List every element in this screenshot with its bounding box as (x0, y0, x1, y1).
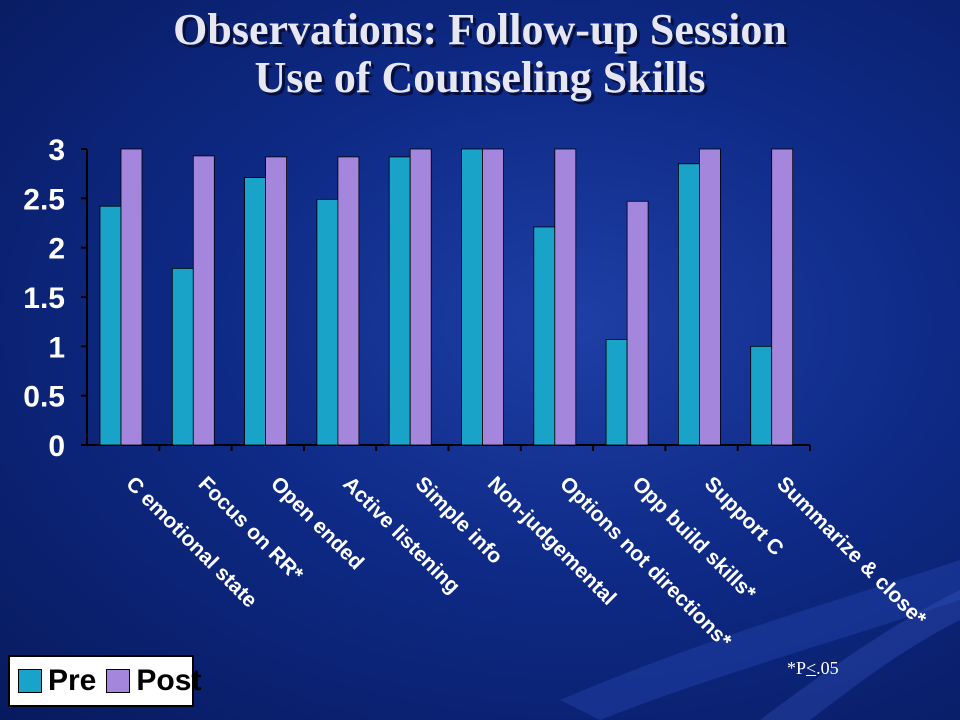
bar-pre (316, 198, 339, 446)
bar-pre (99, 205, 122, 446)
title-line-2: Use of Counseling Skills (254, 53, 706, 102)
x-tick-label: Non-judgemental (483, 472, 621, 610)
bar-post (554, 148, 577, 446)
legend-swatch-post (106, 669, 131, 693)
x-tick-label: Summarize & close* (772, 472, 931, 631)
bar-post (409, 148, 432, 446)
chart-legend: Pre Post (8, 655, 201, 707)
slide-title: Observations: Follow-up Session Use of C… (0, 6, 960, 102)
x-tick-label: Opp build skills* (628, 472, 761, 605)
x-tick-label: C emotional state (121, 472, 261, 612)
y-tick-label: 0 (48, 430, 65, 463)
y-tick-label: 0.5 (23, 381, 65, 414)
significance-footnote: *P<.05 (787, 658, 839, 679)
legend-label-pre: Pre (48, 664, 97, 697)
legend-item-pre: Pre (18, 664, 96, 698)
footnote-value: .05 (816, 658, 839, 678)
legend-swatch-pre (18, 669, 42, 693)
bar-post (699, 148, 721, 446)
y-tick-label: 3 (48, 134, 65, 167)
bar-post (626, 200, 649, 446)
legend-label-post: Post (136, 664, 202, 697)
y-tick-label: 2 (48, 233, 65, 266)
y-tick-label: 1.5 (23, 282, 65, 315)
bar-pre (678, 163, 700, 446)
bar-post (265, 156, 288, 446)
footnote-symbol: < (806, 658, 817, 678)
footnote-prefix: *P (787, 658, 807, 678)
bar-pre (605, 339, 628, 446)
legend-item-post: Post (106, 664, 201, 698)
bar-post (482, 148, 504, 446)
bar-pre (461, 148, 483, 446)
y-tick-label: 2.5 (23, 183, 65, 216)
bar-post (120, 148, 143, 446)
bar-post (192, 155, 215, 446)
y-tick-label: 1 (48, 331, 65, 364)
title-line-1: Observations: Follow-up Session (173, 5, 787, 54)
bar-pre (244, 177, 267, 446)
bar-pre (171, 267, 194, 446)
bar-pre (388, 156, 411, 446)
bar-pre (533, 226, 556, 446)
bar-pre (750, 345, 773, 446)
bar-post (337, 156, 360, 446)
bar-post (771, 148, 794, 446)
